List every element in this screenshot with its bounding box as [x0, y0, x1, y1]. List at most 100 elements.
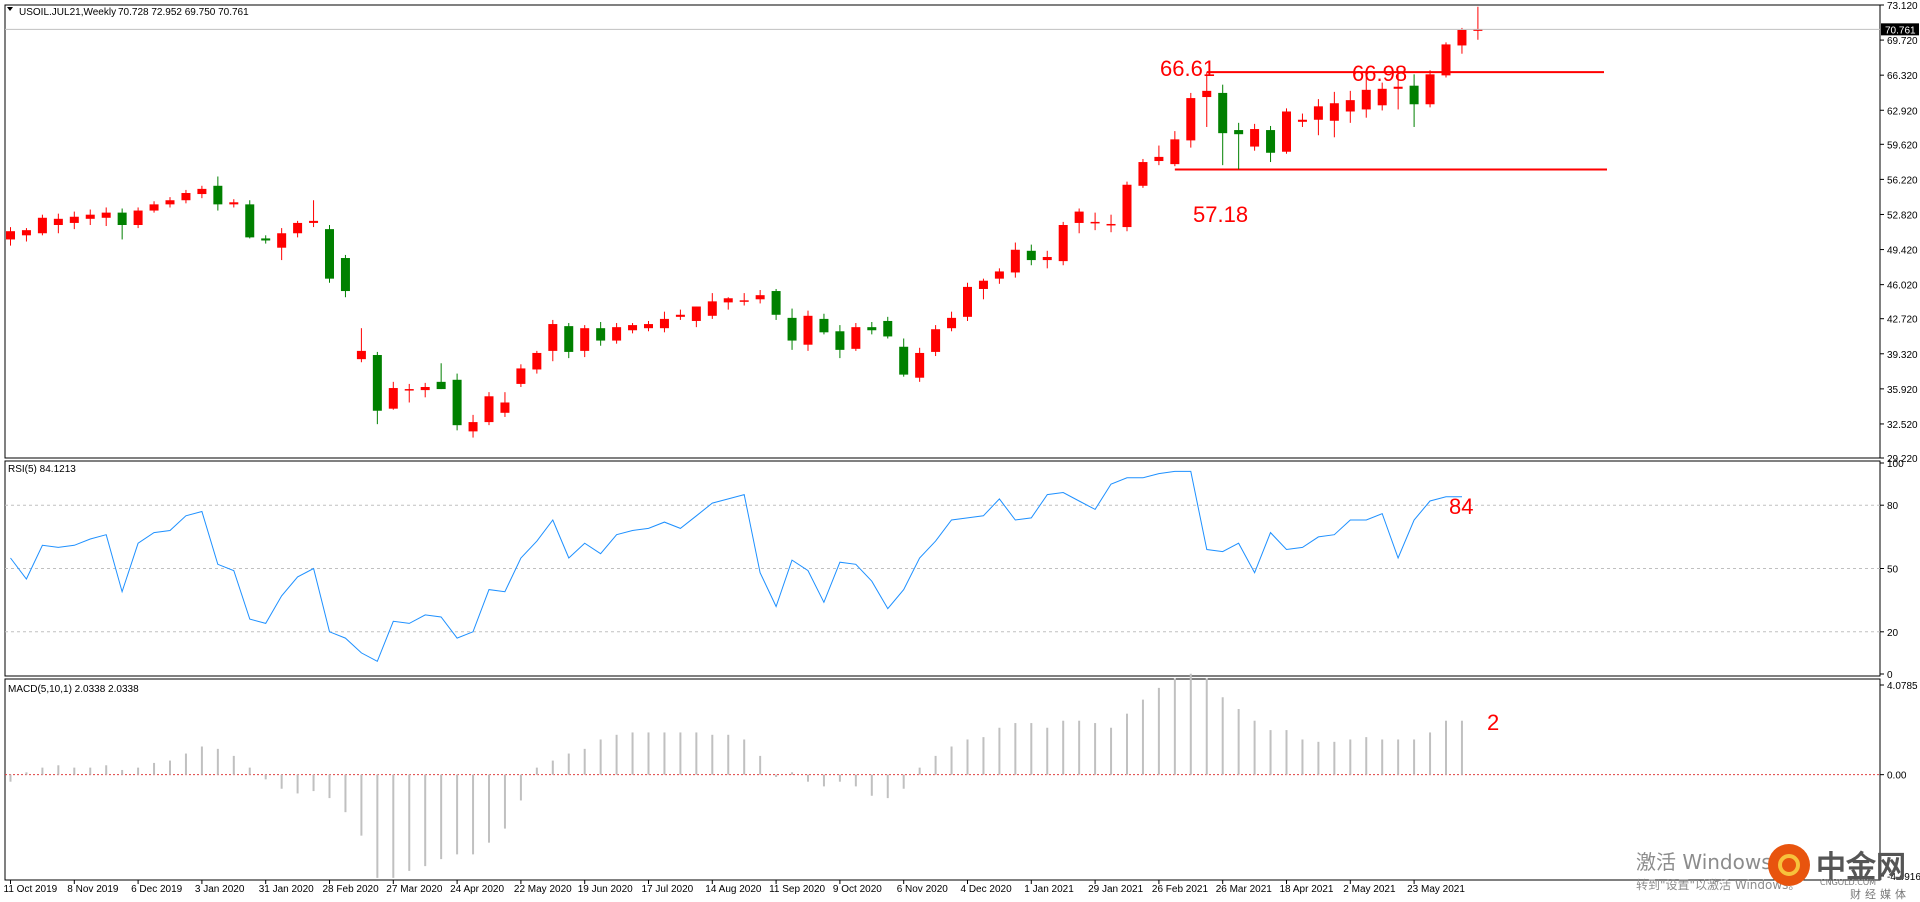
candle-body: [771, 291, 781, 315]
candle-body: [1042, 256, 1052, 261]
macd-panel-frame: [4, 678, 1881, 881]
price-tick-label: 42.720: [1887, 315, 1918, 326]
annotation-high-left: 66.61: [1160, 56, 1215, 81]
candle-body: [899, 346, 909, 375]
date-tick-label: 27 Mar 2020: [386, 884, 443, 895]
candle-body: [85, 214, 95, 219]
date-tick-label: 23 May 2021: [1407, 884, 1465, 895]
candle-body: [213, 185, 223, 205]
date-tick-label: 8 Nov 2019: [67, 884, 119, 895]
candle-body: [851, 327, 861, 349]
date-tick-label: 26 Feb 2021: [1152, 884, 1209, 895]
candle-body: [1473, 29, 1483, 31]
watermark: 激活 Windows 转到"设置"以激活 Windows。 中金网 CNGOLD…: [1636, 844, 1916, 901]
candle-body: [787, 317, 797, 341]
current-price-label: 70.761: [1885, 25, 1916, 36]
rsi-axis: 100 80 50 20 0: [1880, 459, 1904, 681]
macd-axis: 4.0785 0.00 -4.4916: [1880, 681, 1920, 883]
candle-body: [229, 202, 239, 205]
candle-body: [803, 315, 813, 345]
price-tick-label: 52.820: [1887, 210, 1918, 221]
date-tick-label: 4 Dec 2020: [961, 884, 1013, 895]
candle-body: [1329, 103, 1339, 121]
candle-body: [261, 238, 271, 241]
candle-body: [532, 352, 542, 370]
candle-body: [947, 317, 957, 329]
rsi-tick-label: 50: [1887, 565, 1899, 576]
candle-body: [1122, 184, 1132, 228]
candle-body: [1218, 92, 1228, 134]
candle-body: [1138, 162, 1148, 186]
candle-body: [1074, 211, 1084, 223]
annotation-macd: 2: [1487, 710, 1499, 735]
brand-name: 中金网: [1816, 850, 1906, 885]
price-tick-label: 59.620: [1887, 140, 1918, 151]
date-tick-label: 18 Apr 2021: [1280, 884, 1334, 895]
date-tick-label: 9 Oct 2020: [833, 884, 882, 895]
candle-body: [1186, 98, 1196, 141]
candle-body: [867, 327, 877, 331]
date-tick-label: 19 Jun 2020: [578, 884, 633, 895]
candle-body: [1409, 85, 1419, 105]
current-price-box: [1881, 23, 1919, 36]
candle-body: [388, 388, 398, 409]
candle-body: [372, 355, 382, 411]
candle-body: [325, 229, 334, 279]
date-tick-label: 1 Jan 2021: [1024, 884, 1074, 895]
candles: [6, 6, 1483, 438]
candle-body: [723, 298, 733, 303]
candle-body: [612, 327, 622, 341]
candle-body: [1106, 223, 1116, 226]
price-tick-label: 46.020: [1887, 281, 1918, 292]
candle-body: [1297, 119, 1307, 122]
candle-body: [1266, 130, 1276, 153]
candle-body: [739, 300, 749, 302]
date-tick-label: 28 Feb 2020: [323, 884, 380, 895]
candle-body: [309, 220, 319, 223]
activate-windows-text: 激活 Windows: [1636, 850, 1772, 874]
candle-body: [6, 231, 15, 240]
candle-body: [21, 230, 31, 236]
candle-body: [931, 329, 941, 352]
date-tick-label: 29 Jan 2021: [1088, 884, 1143, 895]
candle-body: [1154, 156, 1164, 162]
rsi-line: [10, 470, 1462, 663]
macd-tick-label: 0.00: [1887, 771, 1907, 782]
candle-body: [1425, 74, 1435, 105]
price-tick-label: 69.720: [1887, 36, 1918, 47]
annotation-low: 57.18: [1193, 202, 1248, 227]
candle-body: [1010, 249, 1020, 273]
candle-body: [963, 286, 972, 317]
candle-body: [500, 402, 510, 413]
candle-body: [452, 379, 462, 426]
date-tick-label: 24 Apr 2020: [450, 884, 504, 895]
date-tick-label: 6 Dec 2019: [131, 884, 183, 895]
candle-body: [1361, 89, 1371, 110]
date-tick-label: 22 May 2020: [514, 884, 572, 895]
date-tick-label: 2 May 2021: [1343, 884, 1396, 895]
symbol-label: USOIL.JUL21,Weekly: [19, 7, 116, 18]
candle-body: [1313, 106, 1323, 120]
date-tick-label: 31 Jan 2020: [259, 884, 314, 895]
candle-body: [181, 193, 191, 201]
menu-triangle-icon[interactable]: [7, 7, 13, 11]
candle-body: [165, 200, 175, 205]
date-tick-label: 17 Jul 2020: [642, 884, 694, 895]
candle-body: [117, 212, 127, 225]
candle-body: [53, 218, 63, 225]
candle-body: [1202, 90, 1212, 98]
candle-body: [580, 328, 590, 351]
candle-body: [197, 188, 207, 195]
candle-body: [133, 210, 143, 225]
candle-body: [516, 368, 526, 384]
candle-body: [404, 389, 414, 391]
candle-body: [69, 216, 79, 223]
candle-body: [691, 306, 701, 321]
date-tick-label: 6 Nov 2020: [897, 884, 949, 895]
brand-subtitle: 财经媒体: [1850, 888, 1910, 901]
candle-body: [994, 271, 1004, 279]
candle-body: [978, 280, 988, 289]
candle-body: [1377, 88, 1387, 106]
annotation-high-right: 66.98: [1352, 61, 1407, 86]
